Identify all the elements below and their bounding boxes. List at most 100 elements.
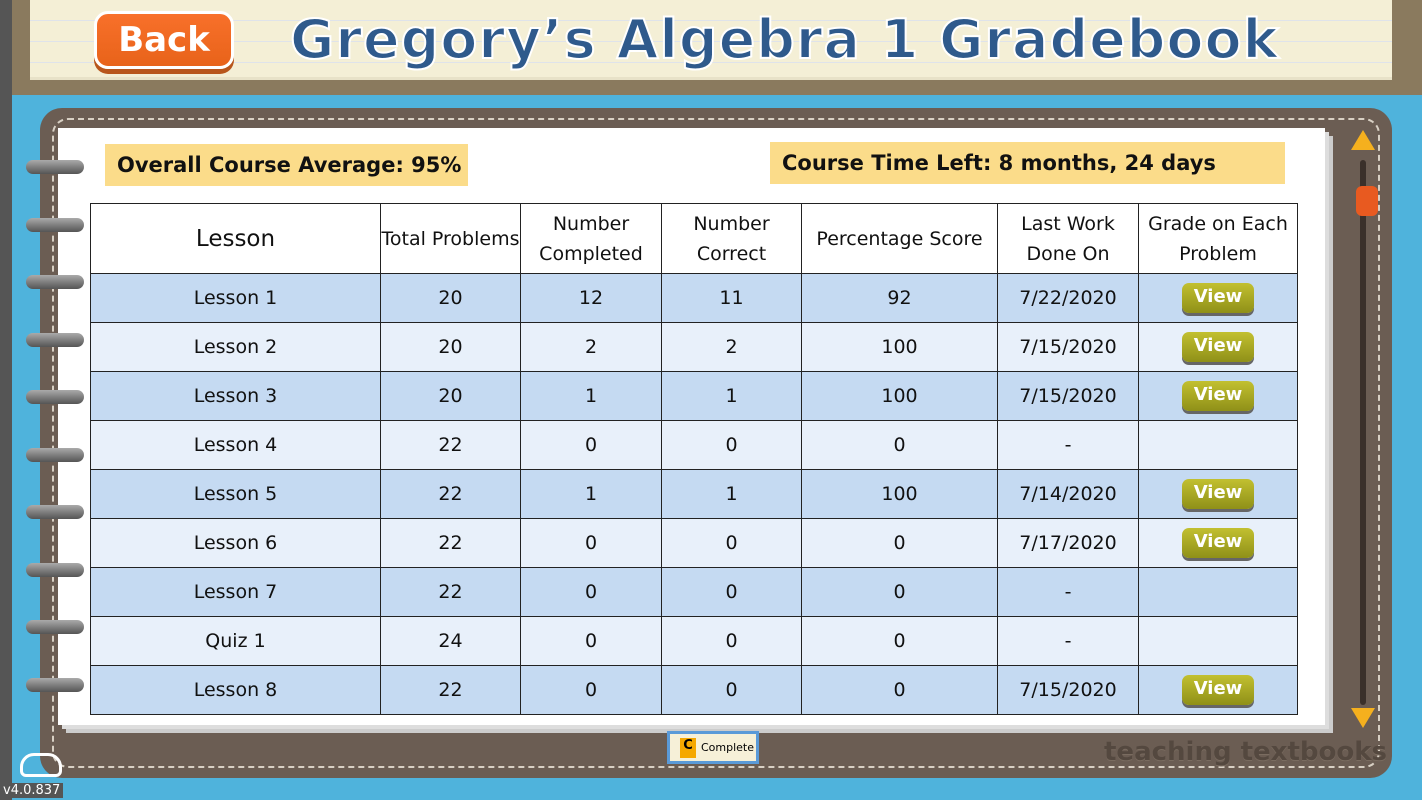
- cell-completed: 1: [520, 469, 662, 519]
- cell-pct: 0: [801, 616, 998, 666]
- cell-pct: 92: [801, 273, 998, 323]
- binder-ring: [26, 217, 84, 232]
- cell-correct: 0: [661, 616, 802, 666]
- cell-lesson: Lesson 8: [90, 665, 381, 715]
- cell-pct: 100: [801, 322, 998, 372]
- cell-total: 22: [380, 518, 521, 568]
- cell-completed: 12: [520, 273, 662, 323]
- binder-ring: [26, 447, 84, 462]
- table-row: Lesson 8 22 0 0 0 7/15/2020 View: [90, 665, 1298, 715]
- cloud-icon[interactable]: [20, 753, 62, 777]
- cell-grade: View: [1138, 371, 1298, 421]
- cell-completed: 0: [520, 420, 662, 470]
- cell-total: 20: [380, 273, 521, 323]
- cell-grade: View: [1138, 322, 1298, 372]
- cell-correct: 0: [661, 567, 802, 617]
- scroll-thumb[interactable]: [1356, 186, 1378, 216]
- cell-lesson: Lesson 5: [90, 469, 381, 519]
- table-row: Lesson 3 20 1 1 100 7/15/2020 View: [90, 371, 1298, 421]
- cell-correct: 2: [661, 322, 802, 372]
- view-button[interactable]: View: [1182, 283, 1254, 313]
- cell-correct: 11: [661, 273, 802, 323]
- binder-ring: [26, 160, 84, 174]
- cell-pct: 100: [801, 469, 998, 519]
- binder-ring: [26, 275, 84, 289]
- table-row: Lesson 6 22 0 0 0 7/17/2020 View: [90, 518, 1298, 568]
- cell-pct: 100: [801, 371, 998, 421]
- cell-last: 7/22/2020: [997, 273, 1139, 323]
- cell-pct: 0: [801, 420, 998, 470]
- course-time-left: Course Time Left: 8 months, 24 days: [770, 142, 1285, 184]
- cell-completed: 0: [520, 665, 662, 715]
- cell-total: 22: [380, 420, 521, 470]
- cell-grade: [1138, 567, 1298, 617]
- cell-pct: 0: [801, 518, 998, 568]
- binder-ring: [26, 390, 84, 404]
- cell-last: 7/14/2020: [997, 469, 1139, 519]
- view-button[interactable]: View: [1182, 479, 1254, 509]
- cell-lesson: Lesson 1: [90, 273, 381, 323]
- binder-ring: [26, 562, 84, 577]
- cell-last: -: [997, 420, 1139, 470]
- cell-grade: View: [1138, 665, 1298, 715]
- binder-ring: [26, 505, 84, 519]
- cell-last: 7/15/2020: [997, 371, 1139, 421]
- cell-total: 24: [380, 616, 521, 666]
- cell-total: 22: [380, 665, 521, 715]
- column-header: Last Work Done On: [997, 203, 1139, 274]
- binder-ring: [26, 677, 84, 692]
- complete-icon: C: [680, 737, 696, 758]
- complete-label: Complete: [701, 741, 755, 754]
- binder-ring: [26, 332, 84, 347]
- cell-lesson: Quiz 1: [90, 616, 381, 666]
- table-row: Lesson 1 20 12 11 92 7/22/2020 View: [90, 273, 1298, 323]
- header-paper: [30, 0, 1392, 80]
- cell-grade: View: [1138, 273, 1298, 323]
- view-button[interactable]: View: [1182, 528, 1254, 558]
- cell-grade: [1138, 420, 1298, 470]
- cell-total: 20: [380, 322, 521, 372]
- cell-total: 22: [380, 469, 521, 519]
- scroll-up-icon[interactable]: [1351, 130, 1375, 150]
- cell-correct: 0: [661, 420, 802, 470]
- cell-grade: View: [1138, 518, 1298, 568]
- cell-correct: 0: [661, 518, 802, 568]
- view-button[interactable]: View: [1182, 675, 1254, 705]
- scroll-down-icon[interactable]: [1351, 708, 1375, 728]
- binder-ring: [26, 620, 84, 634]
- cell-correct: 1: [661, 371, 802, 421]
- view-button[interactable]: View: [1182, 332, 1254, 362]
- cell-pct: 0: [801, 567, 998, 617]
- cell-correct: 1: [661, 469, 802, 519]
- table-row: Lesson 2 20 2 2 100 7/15/2020 View: [90, 322, 1298, 372]
- cell-total: 22: [380, 567, 521, 617]
- cell-lesson: Lesson 4: [90, 420, 381, 470]
- cell-last: 7/15/2020: [997, 665, 1139, 715]
- scroll-track[interactable]: [1356, 160, 1378, 705]
- cell-grade: [1138, 616, 1298, 666]
- cell-completed: 2: [520, 322, 662, 372]
- view-button[interactable]: View: [1182, 381, 1254, 411]
- scrollbar[interactable]: [1351, 130, 1378, 728]
- brand-logo: teaching textbooks: [1104, 737, 1387, 767]
- cell-last: -: [997, 567, 1139, 617]
- page-title: Gregory’s Algebra 1 Gradebook: [289, 7, 1280, 72]
- column-header: Percentage Score: [801, 203, 998, 274]
- cell-pct: 0: [801, 665, 998, 715]
- cell-completed: 1: [520, 371, 662, 421]
- cell-completed: 0: [520, 518, 662, 568]
- cell-lesson: Lesson 7: [90, 567, 381, 617]
- cell-lesson: Lesson 2: [90, 322, 381, 372]
- cell-grade: View: [1138, 469, 1298, 519]
- complete-button[interactable]: C Complete: [667, 731, 759, 764]
- cell-correct: 0: [661, 665, 802, 715]
- table-row: Lesson 4 22 0 0 0-: [90, 420, 1298, 470]
- table-row: Quiz 1 24 0 0 0-: [90, 616, 1298, 666]
- cell-completed: 0: [520, 616, 662, 666]
- cell-last: -: [997, 616, 1139, 666]
- cell-lesson: Lesson 6: [90, 518, 381, 568]
- gradebook-table: Lesson Total Problems Number Completed Numb…: [90, 203, 1298, 715]
- column-header: Lesson: [90, 203, 381, 274]
- back-button[interactable]: Back: [94, 11, 234, 69]
- version-label: v4.0.837: [0, 783, 64, 798]
